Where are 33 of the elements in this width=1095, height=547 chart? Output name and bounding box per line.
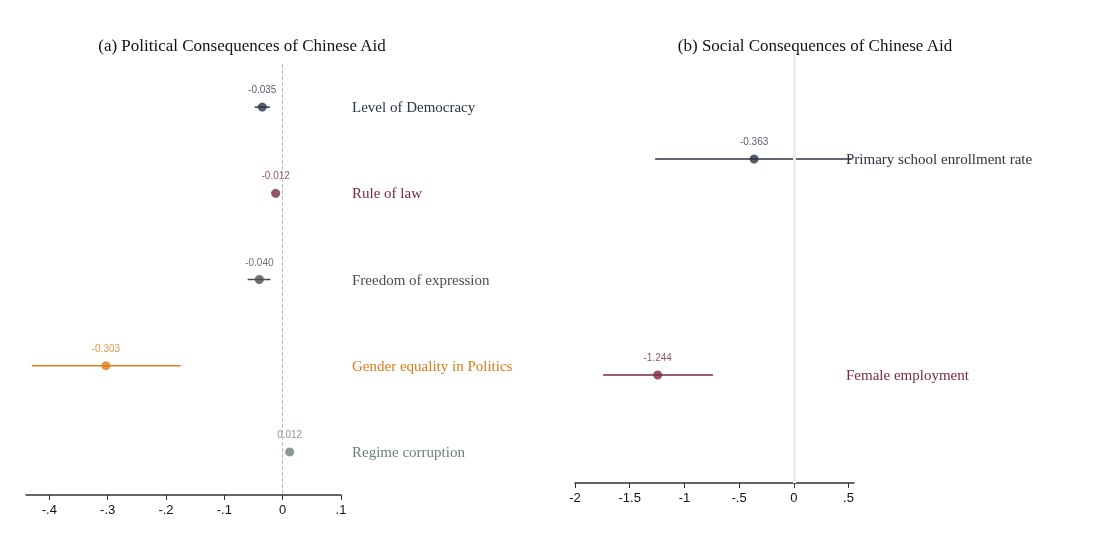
data-label: -0.303 <box>91 342 121 354</box>
data-label: -0.040 <box>245 256 274 268</box>
chart-title: (b) Social Consequences of Chinese Aid <box>677 36 953 55</box>
point <box>257 102 267 112</box>
x-tick-label: -.5 <box>731 490 747 505</box>
y-tick-label: Primary school enrollment rate <box>846 151 1033 167</box>
data-label: 0.012 <box>277 428 303 440</box>
data-label: -0.363 <box>739 136 769 147</box>
chart-title: (a) Political Consequences of Chinese Aid <box>98 36 387 55</box>
y-tick-label: Regime corruption <box>352 443 466 460</box>
x-tick-label: 0 <box>279 502 287 517</box>
x-tick-label: -.3 <box>100 502 116 517</box>
point <box>271 188 281 198</box>
x-tick-label: .1 <box>335 502 347 517</box>
x-tick-label: -2 <box>569 490 581 505</box>
y-tick-label: Gender equality in Politics <box>352 357 513 374</box>
point <box>101 361 111 371</box>
data-label: -1.244 <box>643 352 673 363</box>
x-tick-label: .5 <box>843 490 854 505</box>
point <box>285 447 295 457</box>
point <box>254 275 264 284</box>
x-tick-label: -.4 <box>41 502 57 517</box>
x-tick-label: -.1 <box>216 502 232 517</box>
y-tick-label: Freedom of expression <box>352 271 490 288</box>
x-tick-label: -1 <box>678 490 691 505</box>
y-tick-label: Female employment <box>846 367 970 383</box>
x-tick-label: -1.5 <box>618 490 641 505</box>
x-tick-label: 0 <box>790 490 798 505</box>
x-tick-label: -.2 <box>158 502 174 517</box>
data-label: -0.035 <box>248 84 277 96</box>
data-label: -0.012 <box>261 170 291 182</box>
y-tick-label: Level of Democracy <box>352 99 476 116</box>
y-tick-label: Rule of law <box>352 185 423 202</box>
